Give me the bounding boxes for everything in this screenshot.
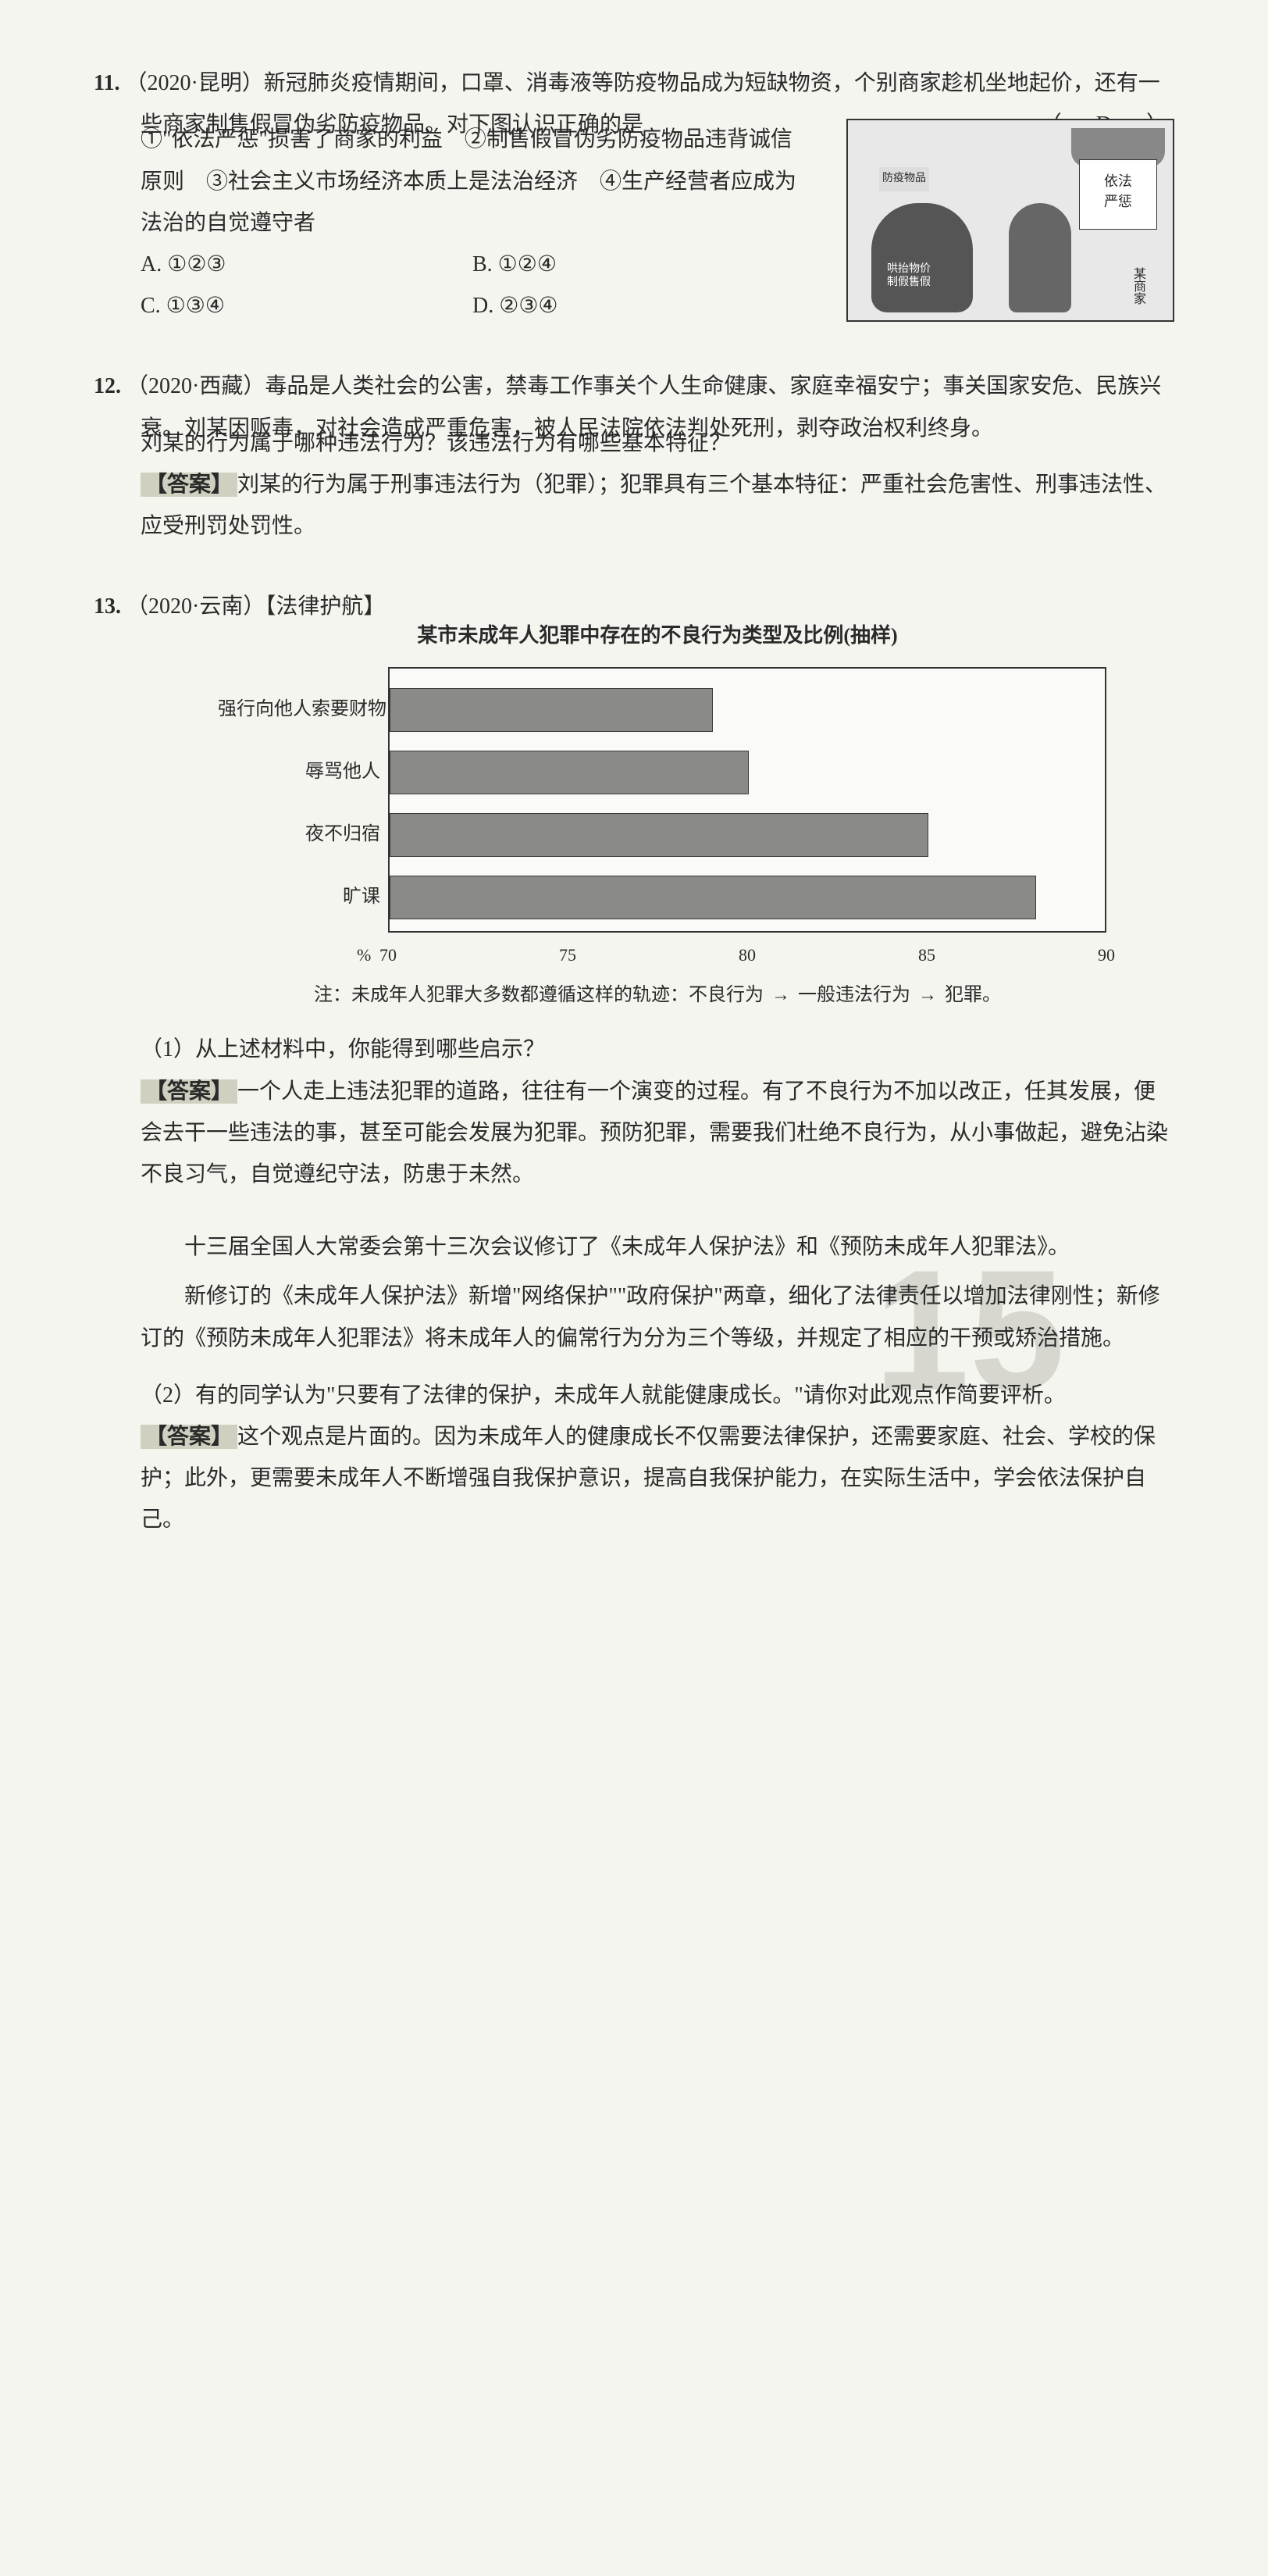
chart-note-prefix: 注：未成年人犯罪大多数都遵循这样的轨迹：不良行为: [314, 985, 764, 1005]
chart-bar: [390, 813, 928, 857]
q13-source: （2020·云南）: [126, 594, 265, 619]
q11-statements-block: ①"依法严惩"损害了商家的利益 ②制售假冒伪劣防疫物品违背诚信原则 ③社会主义市…: [141, 119, 804, 326]
q11-choice-c: C. ①③④: [141, 285, 472, 326]
cartoon-merchant: [1009, 203, 1071, 312]
chart-bar: [390, 751, 749, 794]
q13-topic: 【法律护航】: [265, 594, 385, 619]
cartoon-bag: [871, 203, 973, 312]
q11-choice-row-1: A. ①②③ B. ①②④: [141, 244, 804, 285]
q12-answer: 刘某的行为属于刑事违法行为（犯罪）；犯罪具有三个基本特征：严重社会危害性、刑事违…: [141, 473, 1166, 538]
question-12: 12. （2020·西藏）毒品是人类社会的公害，禁毒工作事关个人生命健康、家庭幸…: [94, 366, 1174, 547]
q13-sub2-answer: 这个观点是片面的。因为未成年人的健康成长不仅需要法律保护，还需要家庭、社会、学校…: [141, 1425, 1156, 1532]
chart-bar-label: 夜不归宿: [218, 817, 390, 853]
arrow-icon: →: [771, 978, 790, 1014]
q13-sub2-q: （2）有的同学认为"只要有了法律的保护，未成年人就能健康成长。"请你对此观点作简…: [141, 1375, 1174, 1416]
chart-bar-row: 夜不归宿: [390, 813, 1108, 857]
q11-options-wrap: ①"依法严惩"损害了商家的利益 ②制售假冒伪劣防疫物品违背诚信原则 ③社会主义市…: [94, 119, 1174, 326]
chart-bar: [390, 688, 713, 732]
chart-x-tick: 70: [379, 939, 397, 972]
q11-source: （2020·昆明）: [125, 71, 263, 95]
chart-x-tick: 85: [918, 939, 935, 972]
q13-body: 某市未成年人犯罪中存在的不良行为类型及比例(抽样) 强行向他人索要财物辱骂他人夜…: [94, 616, 1174, 1540]
answer-label: 【答案】: [141, 1079, 237, 1104]
q13-sub1-answer: 一个人走上违法犯罪的道路，往往有一个演变的过程。有了不良行为不加以改正，任其发展…: [141, 1079, 1168, 1186]
arrow-icon: →: [918, 978, 937, 1014]
q11-cartoon: 依法 严惩 某商家 防疫物品 哄抬物价 制假售假: [846, 119, 1174, 322]
q12-number: 12.: [94, 374, 121, 398]
cartoon-bag-label-2: 哄抬物价 制假售假: [887, 263, 931, 290]
q12-ask: 刘某的行为属于哪种违法行为？该违法行为有哪些基本特征？: [141, 423, 1174, 464]
chart-bar-label: 旷课: [218, 879, 390, 915]
chart-plot: 强行向他人索要财物辱骂他人夜不归宿旷课: [388, 667, 1106, 933]
chart-x-tick: 80: [739, 939, 756, 972]
chart-container: 强行向他人索要财物辱骂他人夜不归宿旷课 % 7075808590: [208, 667, 1106, 964]
q12-body: 刘某的行为属于哪种违法行为？该违法行为有哪些基本特征？ 【答案】刘某的行为属于刑…: [94, 423, 1174, 548]
q11-choice-b: B. ①②④: [472, 244, 804, 285]
q13-sub2-answer-line: 【答案】这个观点是片面的。因为未成年人的健康成长不仅需要法律保护，还需要家庭、社…: [141, 1416, 1174, 1541]
q13-passage-2: 新修订的《未成年人保护法》新增"网络保护""政府保护"两章，细化了法律责任以增加…: [141, 1276, 1174, 1358]
q11-choice-a: A. ①②③: [141, 244, 472, 285]
chart-x-tick: 75: [559, 939, 576, 972]
chart-bar-label: 辱骂他人: [218, 755, 390, 790]
chart-note-seg2: 犯罪。: [945, 985, 1001, 1005]
chart-bar-row: 辱骂他人: [390, 751, 1108, 794]
q11-number: 11.: [94, 71, 119, 95]
chart-note: 注：未成年人犯罪大多数都遵循这样的轨迹：不良行为 → 一般违法行为 → 犯罪。: [141, 978, 1174, 1014]
question-11: 11. （2020·昆明）新冠肺炎疫情期间，口罩、消毒液等防疫物品成为短缺物资，…: [94, 62, 1174, 326]
chart-percent-label: %: [357, 939, 371, 972]
chart-bar-row: 旷课: [390, 876, 1108, 919]
answer-label: 【答案】: [141, 1425, 237, 1449]
chart-bar: [390, 876, 1036, 919]
q13-number: 13.: [94, 594, 121, 619]
q12-source: （2020·西藏）: [126, 374, 265, 398]
cartoon-paper: 依法 严惩: [1079, 159, 1157, 230]
answer-label: 【答案】: [141, 473, 237, 497]
cartoon-merchant-label: 某商家: [1126, 267, 1149, 305]
chart-x-tick: 90: [1098, 939, 1115, 972]
chart-bar-row: 强行向他人索要财物: [390, 688, 1108, 732]
q13-sub1-q: （1）从上述材料中，你能得到哪些启示？: [141, 1029, 1174, 1070]
q13-passage-1: 十三届全国人大常委会第十三次会议修订了《未成年人保护法》和《预防未成年人犯罪法》…: [141, 1226, 1174, 1268]
q13-sub1-answer-line: 【答案】一个人走上违法犯罪的道路，往往有一个演变的过程。有了不良行为不加以改正，…: [141, 1071, 1174, 1196]
chart-note-seg1: 一般违法行为: [798, 985, 910, 1005]
q12-answer-line: 【答案】刘某的行为属于刑事违法行为（犯罪）；犯罪具有三个基本特征：严重社会危害性…: [141, 464, 1174, 547]
chart-x-axis: % 7075808590: [388, 933, 1106, 964]
cartoon-bag-label-1: 防疫物品: [879, 167, 929, 191]
q11-choice-d: D. ②③④: [472, 285, 804, 326]
cartoon-inner: 依法 严惩 某商家 防疫物品 哄抬物价 制假售假: [848, 120, 1173, 320]
q11-statements: ①"依法严惩"损害了商家的利益 ②制售假冒伪劣防疫物品违背诚信原则 ③社会主义市…: [141, 119, 804, 244]
chart-bar-label: 强行向他人索要财物: [218, 692, 390, 728]
question-13: 13. （2020·云南）【法律护航】 某市未成年人犯罪中存在的不良行为类型及比…: [94, 586, 1174, 1540]
q11-choice-row-2: C. ①③④ D. ②③④: [141, 285, 804, 326]
